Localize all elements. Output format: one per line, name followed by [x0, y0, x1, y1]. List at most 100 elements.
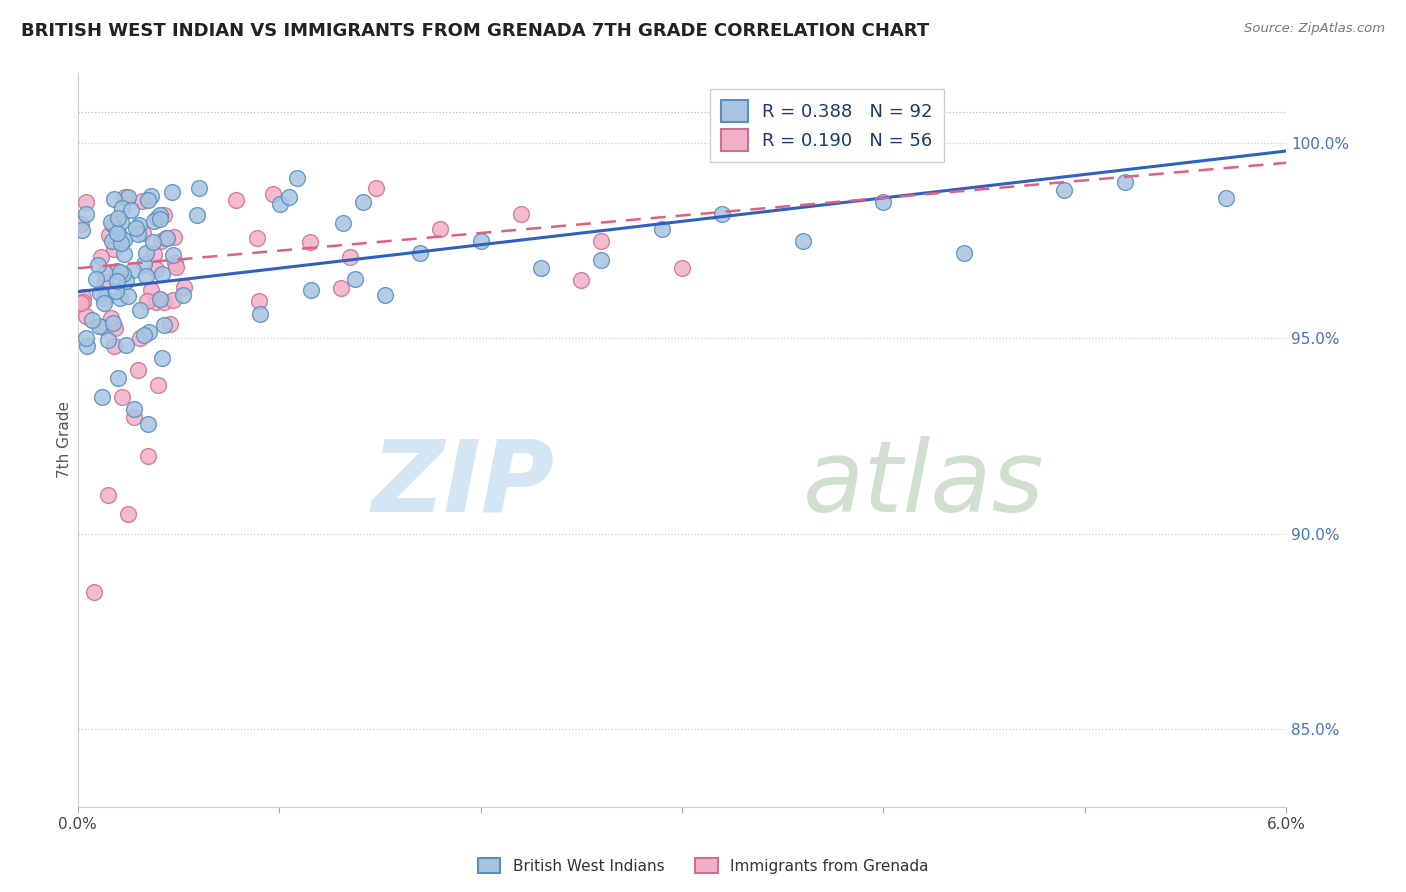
Point [165, 260, 187, 275]
Point [148, 378, 170, 392]
Point [155, 230, 177, 244]
Point [122, 409, 145, 424]
Point [299, 235, 322, 249]
Point [153, 295, 176, 310]
Point [152, 351, 174, 365]
Point [110, 215, 132, 229]
Point [101, 218, 124, 232]
Point [112, 268, 135, 282]
Point [75, 331, 97, 345]
Point [1215, 191, 1237, 205]
Point [112, 246, 135, 260]
Point [122, 401, 145, 416]
Point [115, 338, 138, 352]
Point [344, 272, 367, 286]
Point [93, 296, 115, 310]
Point [409, 245, 432, 260]
Point [142, 247, 165, 261]
Point [591, 234, 613, 248]
Point [172, 287, 194, 301]
Point [671, 261, 693, 276]
Point [150, 234, 173, 248]
Point [111, 201, 134, 215]
Point [108, 265, 131, 279]
Point [105, 263, 128, 277]
Point [135, 245, 157, 260]
Text: atlas: atlas [803, 435, 1045, 533]
Point [75, 207, 97, 221]
Point [149, 212, 172, 227]
Point [76, 339, 98, 353]
Point [246, 230, 269, 244]
Point [111, 390, 134, 404]
Point [91, 320, 114, 334]
Point [277, 190, 299, 204]
Point [127, 227, 149, 242]
Point [94, 275, 117, 289]
Point [83, 585, 105, 599]
Point [136, 193, 159, 207]
Text: ZIP: ZIP [373, 435, 555, 533]
Point [98, 228, 121, 243]
Point [100, 215, 122, 229]
Point [165, 256, 187, 270]
Point [122, 263, 145, 277]
Point [159, 317, 181, 331]
Point [135, 269, 157, 284]
Point [153, 318, 176, 332]
Point [97, 488, 120, 502]
Point [115, 275, 138, 289]
Point [108, 291, 131, 305]
Text: BRITISH WEST INDIAN VS IMMIGRANTS FROM GRENADA 7TH GRADE CORRELATION CHART: BRITISH WEST INDIAN VS IMMIGRANTS FROM G… [21, 22, 929, 40]
Point [136, 293, 159, 308]
Text: Source: ZipAtlas.com: Source: ZipAtlas.com [1244, 22, 1385, 36]
Point [339, 250, 361, 264]
Point [70, 223, 93, 237]
Point [1114, 175, 1136, 189]
Point [374, 287, 396, 301]
Point [792, 234, 814, 248]
Point [125, 220, 148, 235]
Point [509, 206, 531, 220]
Point [87, 318, 110, 333]
Point [352, 195, 374, 210]
Point [72, 290, 94, 304]
Point [87, 258, 110, 272]
Point [107, 228, 129, 243]
Point [142, 235, 165, 249]
Point [91, 390, 114, 404]
Point [366, 181, 388, 195]
Point [93, 291, 115, 305]
Point [89, 285, 111, 300]
Point [332, 216, 354, 230]
Point [155, 230, 177, 244]
Point [162, 248, 184, 262]
Point [75, 309, 97, 323]
Point [90, 250, 112, 264]
Point [132, 226, 155, 240]
Point [162, 293, 184, 308]
Point [107, 211, 129, 225]
Point [145, 211, 167, 225]
Point [173, 279, 195, 293]
Point [117, 288, 139, 302]
Point [75, 195, 97, 210]
Point [100, 311, 122, 326]
Point [131, 194, 153, 208]
Point [872, 194, 894, 209]
Point [285, 171, 308, 186]
Point [132, 328, 155, 343]
Point [145, 262, 167, 277]
Point [247, 294, 270, 309]
Point [150, 267, 173, 281]
Point [80, 313, 103, 327]
Point [72, 295, 94, 310]
Point [103, 192, 125, 206]
Legend: R = 0.388   N = 92, R = 0.190   N = 56: R = 0.388 N = 92, R = 0.190 N = 56 [710, 89, 943, 162]
Point [94, 266, 117, 280]
Point [117, 190, 139, 204]
Point [186, 208, 208, 222]
Point [153, 208, 176, 222]
Point [262, 187, 284, 202]
Point [107, 370, 129, 384]
